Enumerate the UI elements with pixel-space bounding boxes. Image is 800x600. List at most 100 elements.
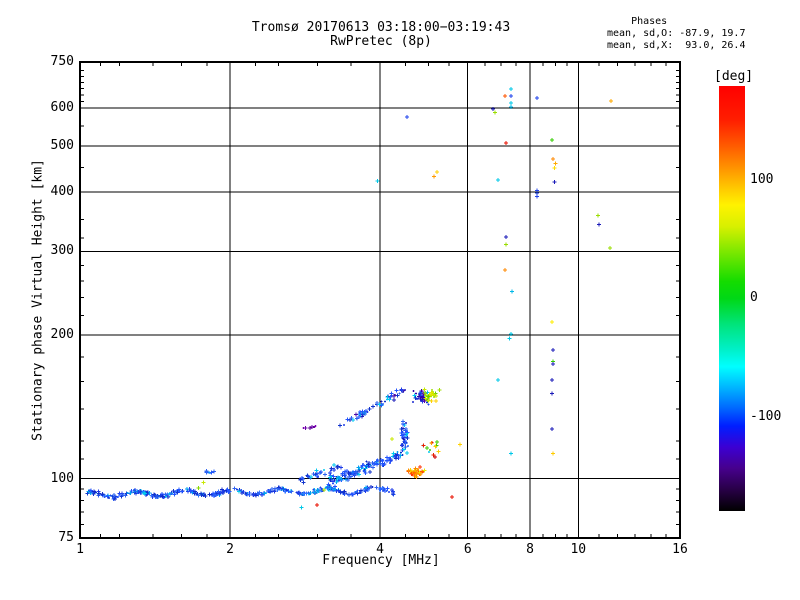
data-point bbox=[411, 472, 414, 475]
data-point bbox=[330, 469, 333, 472]
data-point bbox=[311, 471, 316, 476]
data-point bbox=[344, 476, 347, 478]
data-point bbox=[177, 489, 180, 492]
data-point bbox=[166, 495, 170, 500]
data-point bbox=[550, 138, 555, 143]
data-point bbox=[164, 495, 167, 498]
data-point bbox=[314, 425, 317, 428]
data-point bbox=[396, 456, 401, 461]
x-tick-label: 8 bbox=[526, 542, 534, 557]
data-point bbox=[260, 491, 263, 494]
data-point bbox=[154, 494, 159, 499]
data-point bbox=[325, 485, 330, 490]
data-point bbox=[428, 450, 430, 453]
data-point bbox=[196, 486, 201, 490]
data-point bbox=[315, 474, 320, 479]
data-point bbox=[322, 472, 327, 477]
data-point bbox=[232, 486, 237, 491]
phase-statistics: Phases mean, sd,O: -87.9, 19.7 mean, sd,… bbox=[607, 16, 746, 51]
data-point bbox=[315, 487, 320, 492]
data-point bbox=[390, 488, 395, 492]
data-point bbox=[369, 484, 374, 489]
data-point bbox=[426, 398, 431, 403]
data-point bbox=[420, 469, 425, 474]
data-point bbox=[314, 468, 319, 473]
data-point bbox=[336, 467, 339, 470]
data-point bbox=[435, 440, 440, 445]
y-tick-label: 750 bbox=[50, 54, 74, 69]
data-point bbox=[406, 432, 409, 435]
data-point bbox=[118, 492, 122, 497]
data-point bbox=[553, 161, 558, 166]
data-point bbox=[421, 443, 426, 448]
data-point bbox=[550, 320, 555, 325]
x-axis-label: Frequency [MHz] bbox=[322, 553, 440, 568]
data-point bbox=[551, 451, 556, 456]
data-point bbox=[425, 445, 430, 450]
data-point bbox=[297, 490, 302, 495]
data-point bbox=[356, 491, 358, 494]
data-point bbox=[330, 475, 333, 478]
data-point bbox=[318, 471, 322, 475]
data-point bbox=[375, 178, 380, 183]
x-tick-label: 2 bbox=[226, 542, 234, 557]
data-point bbox=[398, 392, 401, 395]
data-point bbox=[394, 388, 399, 393]
data-point bbox=[496, 378, 500, 383]
data-point bbox=[502, 268, 507, 273]
data-point bbox=[366, 462, 371, 467]
data-point bbox=[399, 430, 404, 435]
data-point bbox=[368, 469, 372, 474]
data-point bbox=[133, 487, 137, 492]
colorbar-tick-label: 100 bbox=[750, 171, 774, 187]
data-point bbox=[551, 362, 556, 366]
colorbar-tick-label: -100 bbox=[750, 409, 782, 425]
data-point bbox=[391, 490, 396, 495]
data-point bbox=[171, 489, 176, 493]
data-point bbox=[425, 390, 430, 395]
x-tick-label: 6 bbox=[463, 542, 472, 557]
data-point bbox=[412, 389, 415, 392]
data-point bbox=[338, 423, 343, 428]
data-point bbox=[345, 492, 348, 495]
data-point bbox=[431, 174, 436, 179]
data-point bbox=[272, 489, 277, 494]
data-point bbox=[367, 466, 370, 469]
data-point bbox=[409, 471, 414, 476]
data-point bbox=[388, 456, 391, 459]
data-point bbox=[428, 392, 433, 397]
data-point bbox=[415, 392, 418, 395]
data-point bbox=[370, 465, 375, 470]
data-point bbox=[133, 491, 138, 496]
data-point bbox=[596, 222, 601, 227]
data-point bbox=[92, 489, 97, 494]
data-point bbox=[203, 493, 208, 498]
data-point bbox=[535, 191, 540, 195]
data-point bbox=[391, 394, 396, 399]
data-point bbox=[421, 395, 425, 400]
data-point bbox=[301, 480, 306, 485]
data-point bbox=[432, 395, 435, 398]
data-point bbox=[403, 436, 406, 439]
data-point bbox=[608, 246, 612, 250]
data-point bbox=[367, 407, 372, 412]
data-point bbox=[400, 419, 405, 424]
data-point bbox=[251, 493, 256, 498]
data-point bbox=[433, 399, 438, 404]
data-point bbox=[328, 471, 332, 476]
data-point bbox=[236, 489, 241, 494]
data-point bbox=[217, 491, 222, 496]
data-point bbox=[510, 289, 515, 294]
data-point bbox=[413, 472, 416, 475]
data-point bbox=[305, 474, 310, 479]
y-tick-label: 100 bbox=[50, 470, 74, 486]
x-tick-label: 10 bbox=[570, 542, 587, 557]
data-point bbox=[308, 490, 313, 495]
x-tick-label: 1 bbox=[76, 542, 84, 557]
data-point bbox=[551, 348, 556, 353]
data-point bbox=[402, 432, 406, 437]
data-point bbox=[354, 474, 356, 477]
data-point bbox=[418, 465, 423, 469]
y-tick-label: 600 bbox=[50, 100, 74, 116]
